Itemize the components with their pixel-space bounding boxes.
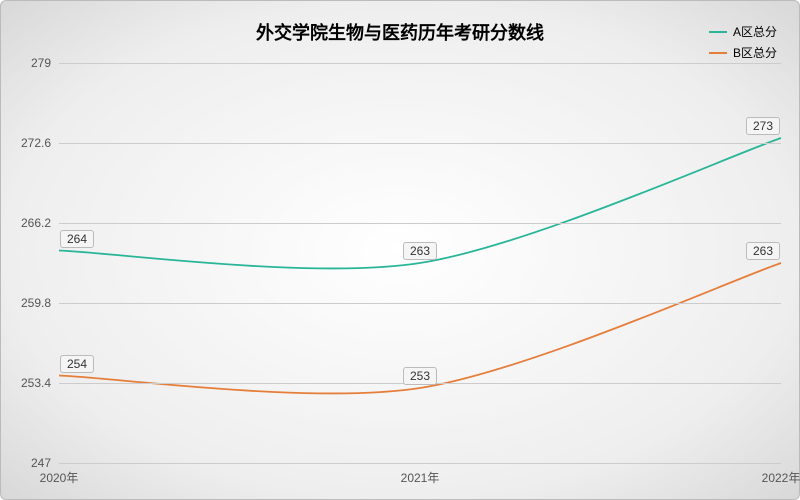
- grid-line: [59, 463, 781, 464]
- grid-line: [59, 223, 781, 224]
- legend-label-a: A区总分: [733, 23, 777, 40]
- y-tick-label: 266.2: [21, 216, 51, 230]
- chart-title: 外交学院生物与医药历年考研分数线: [256, 19, 544, 45]
- grid-line: [59, 63, 781, 64]
- x-tick-label: 2022年: [762, 469, 800, 486]
- plot-area: 247253.4259.8266.2272.62792020年2021年2022…: [59, 63, 781, 463]
- x-tick-label: 2021年: [401, 469, 440, 486]
- legend-item-b: B区总分: [709, 44, 777, 61]
- x-tick-label: 2020年: [40, 469, 79, 486]
- legend-label-b: B区总分: [733, 44, 777, 61]
- grid-line: [59, 303, 781, 304]
- y-tick-label: 259.8: [21, 296, 51, 310]
- y-tick-label: 279: [31, 56, 51, 70]
- data-label: 263: [403, 242, 437, 260]
- y-tick-label: 272.6: [21, 136, 51, 150]
- data-label: 264: [60, 230, 94, 248]
- plot-svg: [59, 63, 781, 463]
- data-label: 254: [60, 355, 94, 373]
- y-tick-label: 253.4: [21, 376, 51, 390]
- legend-swatch-a: [709, 31, 727, 33]
- legend-item-a: A区总分: [709, 23, 777, 40]
- data-label: 263: [746, 242, 780, 260]
- legend-swatch-b: [709, 52, 727, 54]
- chart-container: 外交学院生物与医药历年考研分数线 A区总分 B区总分 247253.4259.8…: [0, 0, 800, 500]
- y-tick-label: 247: [31, 456, 51, 470]
- data-label: 273: [746, 117, 780, 135]
- grid-line: [59, 143, 781, 144]
- legend: A区总分 B区总分: [709, 23, 777, 65]
- data-label: 253: [403, 367, 437, 385]
